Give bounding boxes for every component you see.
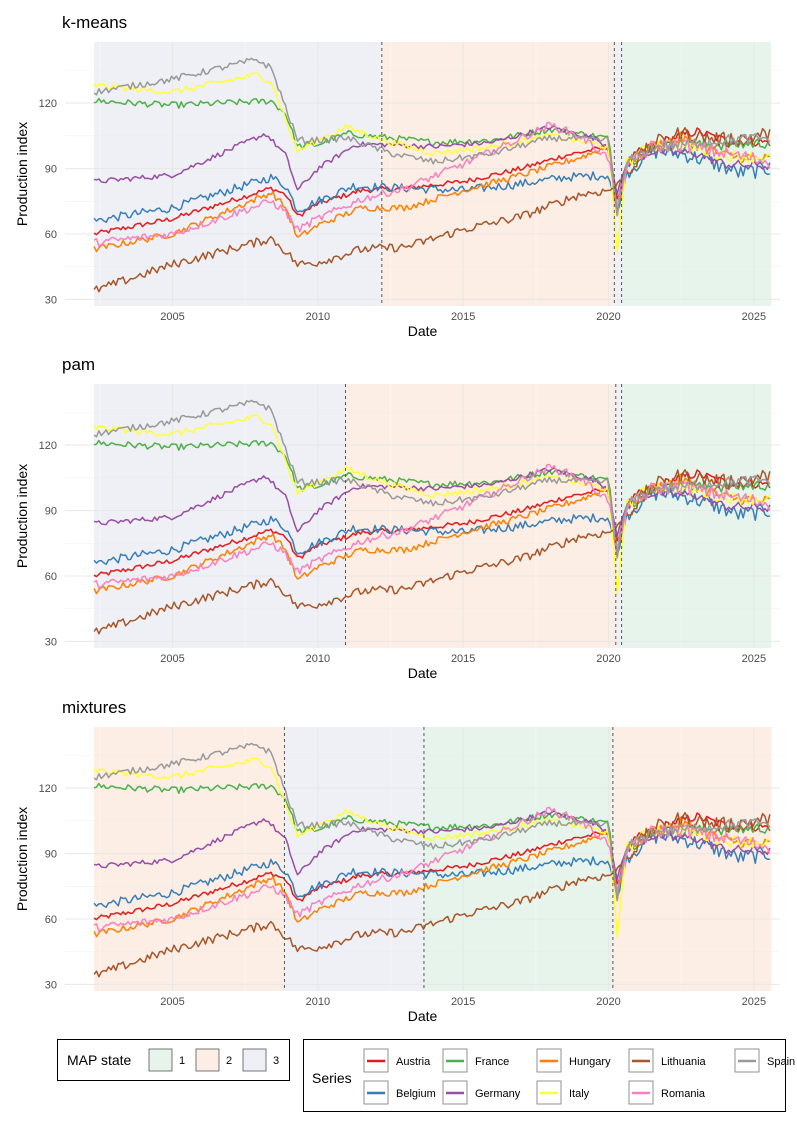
series-label-france: France xyxy=(475,1056,509,1068)
series-line-spain xyxy=(93,399,771,559)
map-state-key-3 xyxy=(242,1048,267,1072)
series-label-italy: Italy xyxy=(569,1088,590,1100)
x-tick-label: 2020 xyxy=(596,311,620,323)
x-axis-title: Date xyxy=(408,1008,438,1024)
series-label-romania: Romania xyxy=(661,1088,706,1100)
map-state-legend-title: MAP state xyxy=(67,1052,132,1068)
y-tick-label: 60 xyxy=(45,571,57,583)
x-tick-label: 2010 xyxy=(306,653,330,665)
y-axis-title: Production index xyxy=(14,122,30,226)
x-tick-label: 2005 xyxy=(160,996,184,1008)
regime-band-state-2 xyxy=(612,727,772,991)
series-line-lithuania xyxy=(93,127,771,293)
panel-title: pam xyxy=(62,355,95,374)
series-line-spain xyxy=(93,742,771,902)
x-tick-label: 2015 xyxy=(451,311,475,323)
y-tick-label: 60 xyxy=(45,914,57,926)
panel-mixtures: 2005 2010 2015 2020 2025 30 60 90 120 Date Product… xyxy=(14,698,780,1024)
y-tick-label: 30 xyxy=(45,636,57,648)
series-label-belgium: Belgium xyxy=(396,1088,436,1100)
x-tick-label: 2010 xyxy=(306,311,330,323)
regime-band-state-1 xyxy=(621,42,772,306)
x-tick-label: 2015 xyxy=(451,996,475,1008)
x-tick-label: 2005 xyxy=(160,311,184,323)
map-state-key-1 xyxy=(148,1048,173,1072)
series-line-belgium xyxy=(93,829,770,908)
y-axis-title: Production index xyxy=(14,807,30,911)
y-tick-label: 120 xyxy=(39,440,57,452)
series-line-spain xyxy=(93,57,771,217)
series-legend-title: Series xyxy=(312,1070,352,1086)
map-state-label-3: 3 xyxy=(273,1055,279,1067)
series-line-germany xyxy=(93,810,771,880)
series-line-lithuania xyxy=(93,812,771,978)
x-tick-label: 2015 xyxy=(451,653,475,665)
y-tick-label: 120 xyxy=(39,783,57,795)
series-legend: Series Austria Belgium France Germany Hungary… xyxy=(303,1039,795,1112)
y-tick-label: 90 xyxy=(45,506,57,518)
regime-band-state-3 xyxy=(284,727,424,991)
series-label-germany: Germany xyxy=(475,1088,521,1100)
x-tick-label: 2005 xyxy=(160,653,184,665)
map-state-legend: MAP state 1 2 3 xyxy=(57,1039,290,1081)
series-label-hungary: Hungary xyxy=(569,1056,611,1068)
series-line-belgium xyxy=(93,486,770,565)
regime-band-state-3 xyxy=(94,42,382,306)
y-tick-label: 90 xyxy=(45,849,57,861)
y-tick-label: 30 xyxy=(45,294,57,306)
y-tick-label: 30 xyxy=(45,979,57,991)
x-tick-label: 2025 xyxy=(742,653,766,665)
panel-title: mixtures xyxy=(62,698,126,717)
x-tick-label: 2020 xyxy=(596,653,620,665)
series-line-germany xyxy=(93,467,771,537)
regime-band-state-3 xyxy=(614,42,622,306)
series-label-spain: Spain xyxy=(767,1056,795,1068)
series-label-austria: Austria xyxy=(396,1056,431,1068)
series-label-lithuania: Lithuania xyxy=(661,1056,707,1068)
y-tick-label: 120 xyxy=(39,98,57,110)
x-tick-label: 2025 xyxy=(742,996,766,1008)
map-state-key-2 xyxy=(195,1048,220,1072)
regime-band-state-1 xyxy=(621,384,772,648)
x-tick-label: 2010 xyxy=(306,996,330,1008)
panel-pam: 2005 2010 2015 2020 2025 30 60 90 120 Date Product… xyxy=(14,355,780,681)
series-line-lithuania xyxy=(93,469,771,635)
y-tick-label: 60 xyxy=(45,229,57,241)
regime-band-state-3 xyxy=(615,384,622,648)
x-axis-title: Date xyxy=(408,665,438,681)
map-state-label-2: 2 xyxy=(226,1055,232,1067)
x-tick-label: 2025 xyxy=(742,311,766,323)
y-axis-title: Production index xyxy=(14,464,30,568)
regime-band-state-2 xyxy=(94,727,285,991)
map-state-label-1: 1 xyxy=(179,1055,185,1067)
series-line-belgium xyxy=(93,144,770,223)
x-tick-label: 2020 xyxy=(596,996,620,1008)
x-axis-title: Date xyxy=(408,323,438,339)
series-line-germany xyxy=(93,125,771,195)
panel-title: k-means xyxy=(62,13,127,32)
panel-k-means: 2005 2010 2015 2020 2025 30 60 90 120 Date Product… xyxy=(14,13,780,339)
y-tick-label: 90 xyxy=(45,164,57,176)
